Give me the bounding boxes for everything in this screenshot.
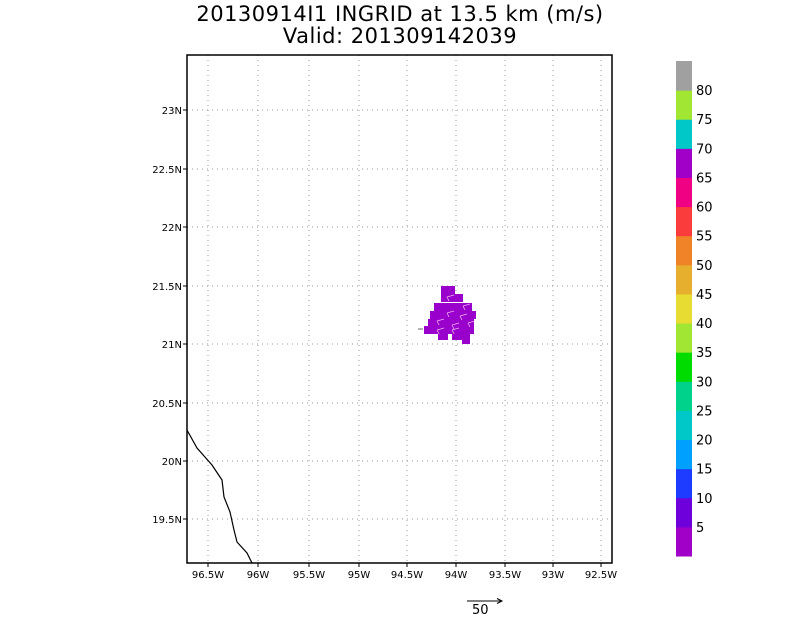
colorbar-swatch [676, 381, 692, 411]
wind-barb [451, 322, 460, 330]
wind-cell [434, 303, 448, 311]
colorbar-label: 70 [696, 142, 713, 157]
y-axis: 23N 22.5N 22N 21.5N 21N 20.5N 20N 19.5N [152, 106, 187, 526]
colorbar-swatch [676, 439, 692, 470]
wind-cell [462, 334, 470, 344]
x-tick-label: 94W [445, 570, 468, 581]
wind-cell [430, 311, 442, 319]
wind-cell [442, 311, 456, 319]
wind-barb [446, 310, 455, 318]
wind-cell [448, 303, 462, 311]
colorbar-label: 30 [696, 375, 713, 390]
colorbar-swatch [676, 352, 692, 382]
colorbar-swatch [676, 264, 692, 295]
y-tick-label: 20.5N [152, 399, 182, 410]
colorbar-label: 5 [696, 521, 704, 536]
colorbar-swatch [676, 90, 692, 120]
colorbar-swatch [676, 526, 692, 557]
plot-frame [186, 54, 613, 564]
x-tick-label: 92.5W [585, 570, 617, 581]
y-tick-label: 21N [162, 340, 182, 351]
wind-cell [441, 286, 455, 294]
wind-cell [454, 319, 468, 327]
x-tick-label: 96W [247, 570, 270, 581]
colorbar-label: 10 [696, 492, 713, 507]
wind-cell [452, 334, 462, 340]
wind-barb [451, 327, 460, 335]
colorbar-label: 35 [696, 346, 713, 361]
colorbar-label: 25 [696, 404, 713, 419]
x-tick-label: 96.5W [192, 570, 224, 581]
colorbar-label: 75 [696, 113, 713, 128]
x-tick-label: 95.5W [293, 570, 325, 581]
y-tick-label: 23N [162, 106, 182, 117]
x-axis: 96.5W 96W 95.5W 95W 94.5W 94W 93.5W 93W 92.5W [192, 563, 617, 581]
y-tick-label: 21.5N [152, 282, 182, 293]
reference-vector-label: 50 [472, 603, 489, 618]
wind-barb [459, 313, 468, 321]
wind-cell [452, 326, 464, 334]
colorbar-swatch [676, 410, 692, 441]
colorbar-swatch [676, 148, 692, 178]
colorbar-label: 40 [696, 317, 713, 332]
colorbar-label: 80 [696, 84, 713, 99]
colorbar-label: 50 [696, 259, 713, 274]
grid-lines [187, 55, 612, 563]
colorbar-swatch [676, 468, 692, 499]
wind-barb [446, 294, 455, 302]
y-tick-label: 22.5N [152, 165, 182, 176]
y-tick-label: 19.5N [152, 515, 182, 526]
wind-barb [436, 327, 445, 335]
colorbar: 5 10 15 20 25 30 35 40 45 50 55 60 65 70 75 80 [676, 61, 713, 557]
wind-cell [424, 326, 438, 334]
wind-cell [438, 334, 448, 340]
colorbar-label: 45 [696, 288, 713, 303]
wind-cell [470, 311, 476, 319]
wind-field [418, 286, 476, 344]
wind-cell [441, 294, 455, 302]
colorbar-label: 20 [696, 434, 713, 449]
colorbar-label: 55 [696, 230, 713, 245]
colorbar-label: 65 [696, 171, 713, 186]
x-tick-label: 95W [348, 570, 371, 581]
wind-cell [440, 319, 454, 327]
colorbar-label: 15 [696, 463, 713, 478]
wind-cell [428, 319, 440, 327]
wind-barb [467, 320, 476, 328]
wind-barb [436, 318, 445, 326]
colorbar-swatch [676, 206, 692, 237]
colorbar-swatch [676, 497, 692, 528]
colorbar-swatch [676, 177, 692, 208]
wind-cell [466, 319, 474, 327]
coastline [187, 429, 253, 563]
wind-cell [462, 303, 472, 311]
colorbar-swatch [676, 323, 692, 353]
y-tick-label: 20N [162, 457, 182, 468]
x-tick-label: 93.5W [489, 570, 521, 581]
wind-cell [455, 294, 463, 302]
y-tick-label: 22N [162, 223, 182, 234]
x-tick-label: 93W [542, 570, 565, 581]
valid-time: Valid: 201309142039 [282, 24, 518, 48]
colorbar-swatch [676, 61, 692, 91]
colorbar-swatch [676, 293, 692, 324]
wind-cell [438, 326, 452, 334]
wind-cell [464, 326, 474, 334]
chart-title: 20130914I1 INGRID at 13.5 km (m/s) [196, 2, 604, 26]
colorbar-swatch [676, 119, 692, 149]
reference-vector [467, 598, 504, 604]
wind-barb [462, 303, 471, 311]
colorbar-swatch [676, 235, 692, 266]
x-tick-label: 94.5W [391, 570, 423, 581]
colorbar-label: 60 [696, 201, 713, 216]
